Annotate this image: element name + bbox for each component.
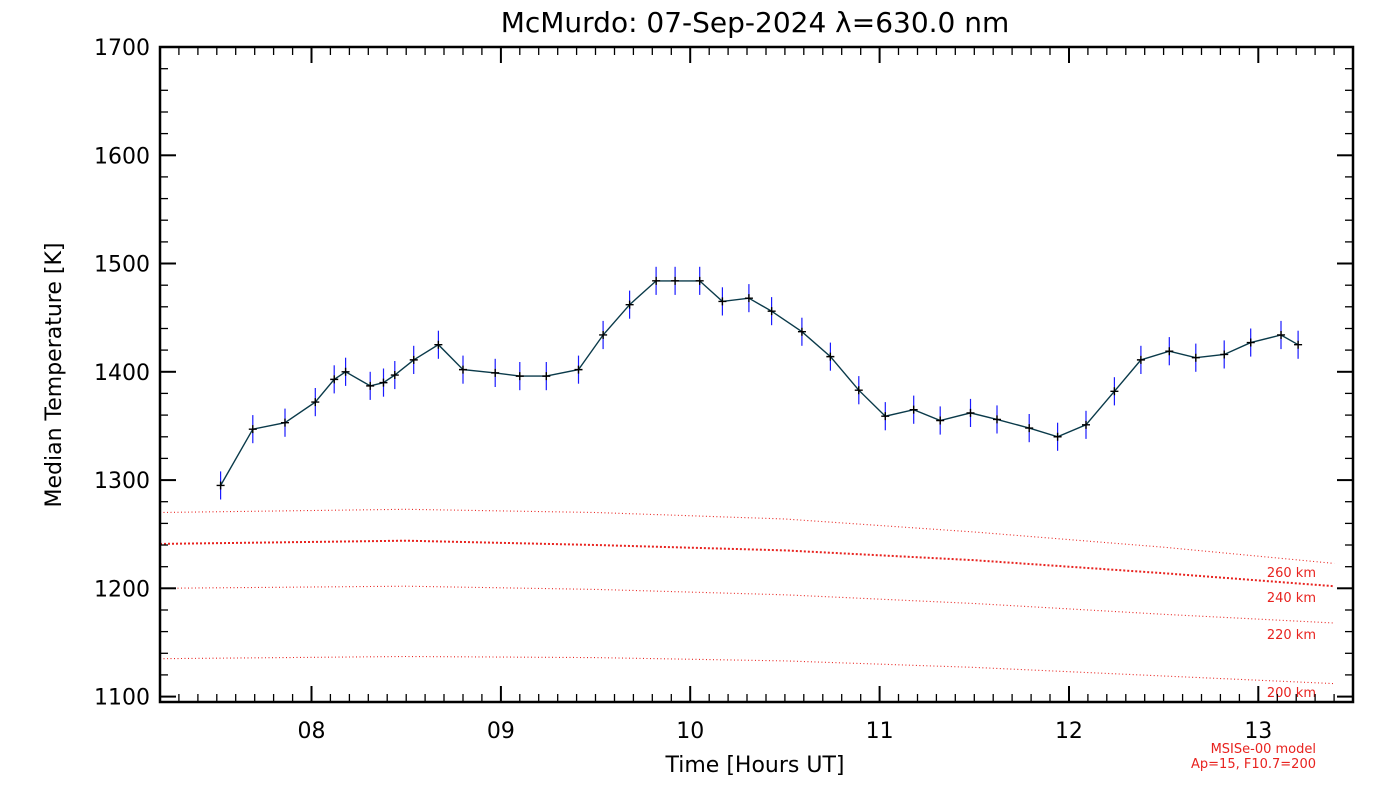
data-point: [248, 425, 257, 434]
data-point: [434, 340, 443, 349]
data-point: [311, 398, 320, 407]
data-point: [542, 372, 551, 381]
y-tick-label: 1200: [94, 577, 150, 602]
x-tick-label: 11: [866, 719, 894, 744]
data-point: [515, 372, 524, 381]
data-point: [574, 365, 583, 374]
x-tick-label: 10: [676, 719, 704, 744]
data-point: [1294, 340, 1303, 349]
data-point: [909, 405, 918, 414]
data-point: [1053, 432, 1062, 441]
y-tick-label: 1500: [94, 253, 150, 278]
data-point: [671, 276, 680, 285]
model-label-260-km: 260 km: [1267, 566, 1316, 581]
model-note-line-1: MSISe-00 model: [1211, 742, 1316, 757]
axis-ticks: [159, 46, 1354, 702]
model-label-220-km: 220 km: [1267, 628, 1316, 643]
data-point: [966, 408, 975, 417]
data-point: [330, 375, 339, 384]
data-point: [744, 294, 753, 303]
data-point: [216, 481, 225, 490]
data-point: [409, 355, 418, 364]
data-point: [1277, 330, 1286, 339]
data-point: [491, 368, 500, 377]
y-tick-label: 1100: [94, 686, 150, 711]
data-point: [797, 327, 806, 336]
data-point: [1025, 424, 1034, 433]
data-point: [366, 381, 375, 390]
data-point: [1191, 353, 1200, 362]
model-curve-200-km: [159, 655, 1335, 685]
model-curves: 260 km 240 km 220 km 200 km: [159, 508, 1335, 701]
x-tick-label: 12: [1055, 719, 1083, 744]
model-curve-220-km: [159, 585, 1335, 624]
y-tick-label: 1400: [94, 361, 150, 386]
model-label-240-km: 240 km: [1267, 591, 1316, 606]
data-points: [216, 276, 1303, 490]
data-point: [652, 276, 661, 285]
y-tick-label: 1700: [94, 36, 150, 61]
data-point: [1246, 338, 1255, 347]
axis-tick-labels: 1100 1200 1300 1400 1500 1600 1700 08 09 10 11 12 13: [94, 36, 1272, 744]
data-point: [881, 412, 890, 421]
data-point: [826, 352, 835, 361]
model-note-line-2: Ap=15, F10.7=200: [1191, 757, 1316, 772]
data-point: [341, 367, 350, 376]
data-point: [992, 415, 1001, 424]
data-point: [854, 386, 863, 395]
data-point: [1110, 387, 1119, 396]
data-point: [1082, 420, 1090, 429]
data-point: [718, 297, 727, 306]
plot-frame: [158, 45, 1355, 704]
model-curve-240-km: [159, 539, 1335, 588]
y-tick-label: 1300: [94, 469, 150, 494]
model-curve-260-km: [159, 508, 1335, 564]
data-point: [599, 330, 608, 339]
data-point: [280, 418, 289, 427]
y-axis-label: Median Temperature [K]: [42, 243, 67, 508]
data-point: [936, 416, 945, 425]
data-point: [695, 276, 704, 285]
data-point: [1165, 347, 1174, 356]
x-tick-label: 08: [297, 719, 325, 744]
data-point: [767, 307, 776, 316]
chart-title: McMurdo: 07-Sep-2024 λ=630.0 nm: [501, 6, 1010, 39]
y-tick-label: 1600: [94, 144, 150, 169]
data-point: [379, 378, 388, 387]
data-point: [1220, 350, 1229, 359]
model-label-200-km: 200 km: [1267, 686, 1316, 701]
data-point: [625, 300, 634, 309]
x-axis-label: Time [Hours UT]: [665, 753, 845, 778]
x-tick-label: 13: [1244, 719, 1272, 744]
data-point: [390, 371, 399, 380]
data-point: [1136, 355, 1145, 364]
data-point: [458, 365, 467, 374]
x-tick-label: 09: [487, 719, 515, 744]
